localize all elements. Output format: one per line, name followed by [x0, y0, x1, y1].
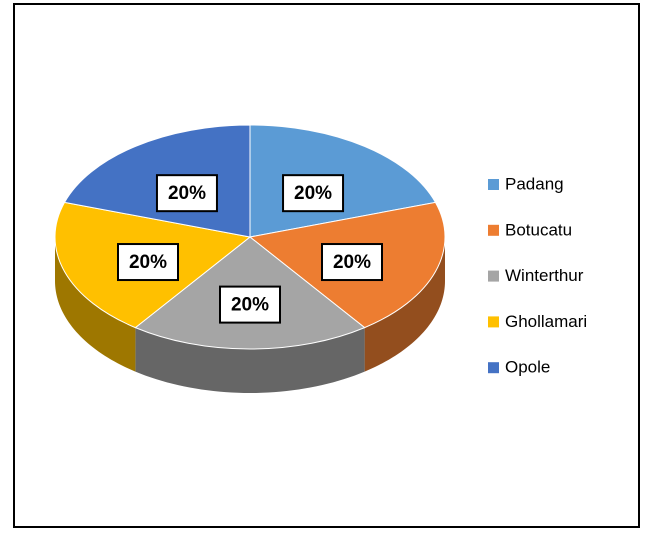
pie-side [364, 237, 445, 372]
legend-label: Opole [505, 358, 550, 377]
legend-swatch [488, 316, 499, 328]
legend-swatch [488, 224, 499, 236]
data-label-box [321, 243, 384, 282]
data-label-box [155, 174, 218, 213]
legend-swatch [488, 270, 499, 282]
legend-label: Winterthur [505, 266, 584, 285]
data-label: 20% [231, 295, 269, 316]
legend-label: Botucatu [505, 220, 572, 239]
data-label: 20% [333, 252, 371, 273]
legend-label: Padang [505, 174, 564, 193]
legend-swatch [488, 362, 499, 374]
data-label: 20% [294, 183, 332, 204]
pie-side [55, 237, 136, 372]
data-label-box [282, 174, 345, 213]
pie-side [135, 327, 365, 393]
data-label: 20% [129, 252, 167, 273]
data-label-box [116, 243, 179, 282]
data-label-box [219, 285, 281, 324]
legend-label: Ghollamari [505, 312, 587, 331]
data-label: 20% [168, 183, 206, 204]
legend-swatch [488, 179, 499, 190]
